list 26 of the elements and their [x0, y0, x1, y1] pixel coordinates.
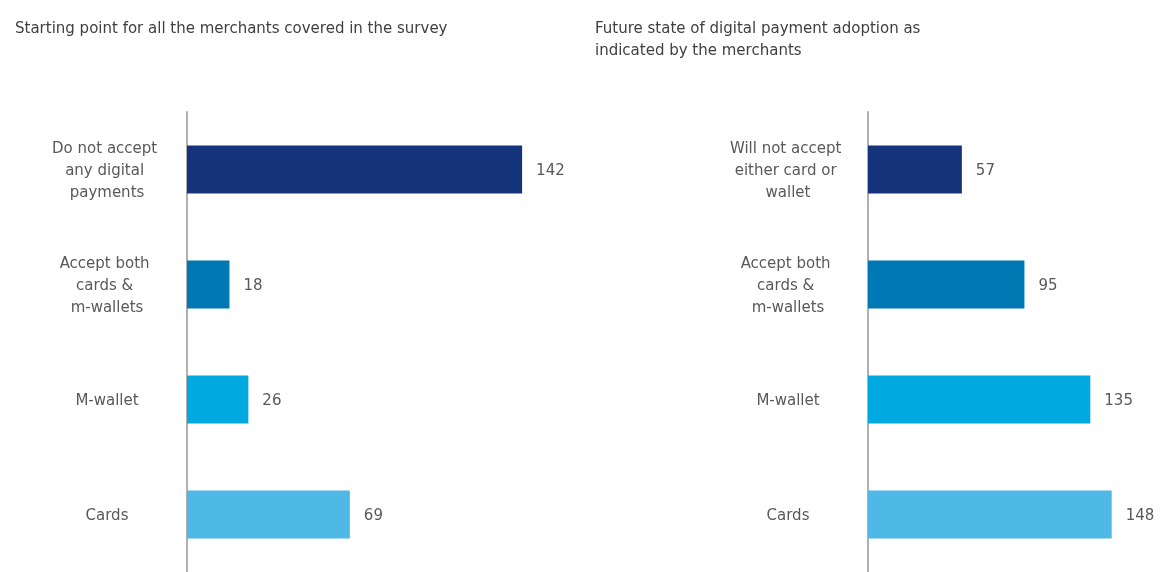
y-tick-label: Do not accept any digital payments	[52, 138, 162, 201]
bar	[187, 490, 350, 539]
bar	[187, 375, 249, 424]
y-tick-label: M-wallet	[75, 390, 139, 409]
y-tick-label: Cards	[766, 505, 810, 524]
data-label: 148	[1125, 505, 1155, 524]
y-tick-label: Cards	[85, 505, 129, 524]
chart-title: Future state of digital payment adoption as indicated by the merchants	[595, 19, 926, 59]
y-tick-label: Accept both cards & m-wallets	[59, 253, 155, 316]
data-label: 18	[243, 275, 263, 294]
bar	[868, 490, 1112, 539]
bar	[868, 375, 1091, 424]
chart-title: Starting point for all the merchants covered in the survey	[15, 19, 448, 37]
data-label: 142	[536, 160, 565, 179]
data-label: 95	[1038, 275, 1058, 294]
bar	[187, 145, 523, 194]
data-label: 135	[1104, 390, 1133, 409]
data-label: 57	[975, 160, 995, 179]
bar	[187, 260, 230, 309]
bar	[868, 260, 1025, 309]
y-tick-label: M-wallet	[756, 390, 820, 409]
bar	[868, 145, 962, 194]
data-label: 26	[262, 390, 282, 409]
data-label: 69	[363, 505, 383, 524]
y-tick-label: Accept both cards & m-wallets	[740, 253, 836, 316]
y-tick-label: Will not accept either card or wallet	[729, 138, 847, 201]
